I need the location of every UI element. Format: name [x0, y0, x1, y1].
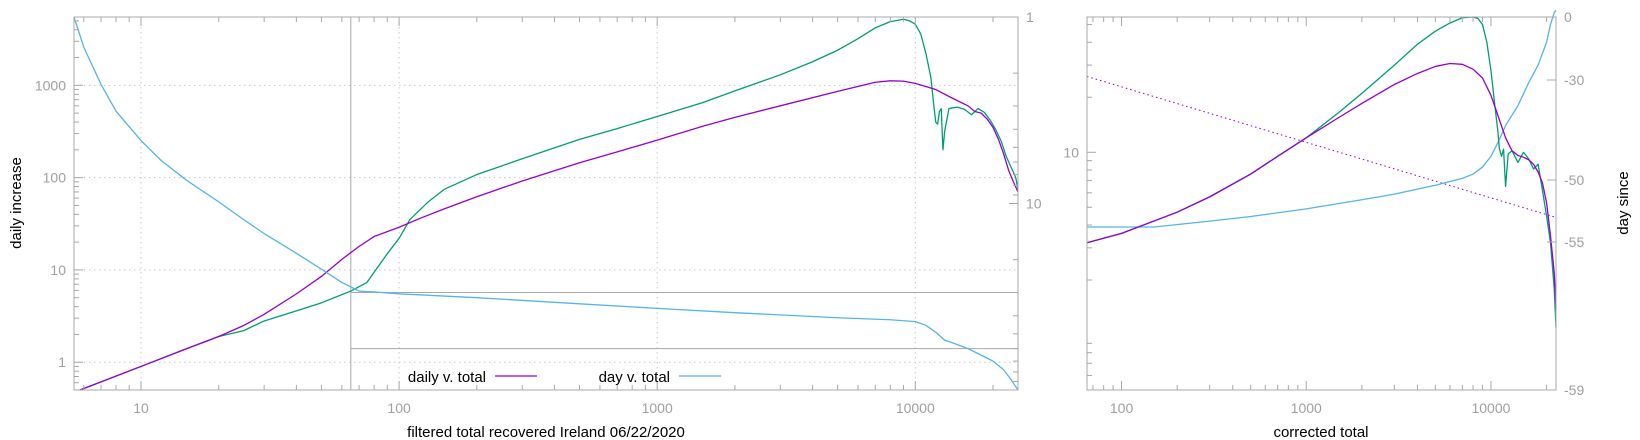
right-series-line-1 [1086, 16, 1557, 328]
left-chart-guides [350, 17, 1018, 390]
right-series-line-2 [1087, 9, 1557, 228]
right-y2-tick-label: -55 [1564, 234, 1584, 250]
y-tick-label: 1000 [35, 77, 66, 93]
left-chart: 10 100 1000 10000 1 10 100 1000 1 10 filtered tot… [8, 9, 1042, 440]
legend-label-daily-v-total: daily v. total [408, 369, 486, 386]
left-chart-x-axis-title: filtered total recovered Ireland 06/22/2… [407, 424, 685, 440]
series-line-2 [73, 16, 1019, 391]
right-y2-tick-label: -30 [1564, 72, 1584, 88]
right-chart-x-axis-title: corrected total [1273, 424, 1368, 440]
right-series-line-0 [1086, 62, 1557, 309]
right-chart-series [1086, 9, 1557, 328]
left-chart-grid [74, 17, 1018, 390]
right-x-tick-label: 1000 [1291, 400, 1322, 416]
right-y2-tick-label: -50 [1564, 172, 1584, 188]
right-y2-tick-label: 0 [1564, 9, 1572, 25]
right-chart-frame [1086, 16, 1557, 391]
right-y-tick-label: 10 [1063, 144, 1079, 160]
left-chart-y-axis-title: daily increase [8, 157, 25, 249]
right-series-line-3 [1086, 75, 1557, 218]
left-chart-ticks: 10 100 1000 10000 1 10 100 1000 1 10 [35, 9, 1042, 416]
left-chart-series [73, 16, 1019, 391]
y2-tick-label: 10 [1026, 196, 1042, 212]
left-chart-legend: daily v. total day v. total [408, 369, 721, 386]
x-tick-label: 100 [387, 400, 411, 416]
y-tick-label: 10 [50, 262, 66, 278]
right-x-tick-label: 10000 [1471, 400, 1510, 416]
y-tick-label: 1 [58, 354, 66, 370]
right-x-tick-label: 100 [1110, 400, 1134, 416]
legend-label-day-v-total: day v. total [599, 369, 670, 386]
series-line-0 [79, 80, 1019, 391]
x-tick-label: 10000 [896, 400, 935, 416]
y-tick-label: 100 [43, 170, 67, 186]
series-line-1 [79, 18, 1019, 391]
x-tick-label: 10 [133, 400, 149, 416]
right-chart-y-axis-title: day since [1615, 171, 1632, 234]
y2-tick-label: 1 [1026, 9, 1034, 25]
right-y2-tick-label: -59 [1564, 382, 1584, 398]
left-chart-frame [73, 16, 1019, 391]
x-tick-label: 1000 [642, 400, 673, 416]
